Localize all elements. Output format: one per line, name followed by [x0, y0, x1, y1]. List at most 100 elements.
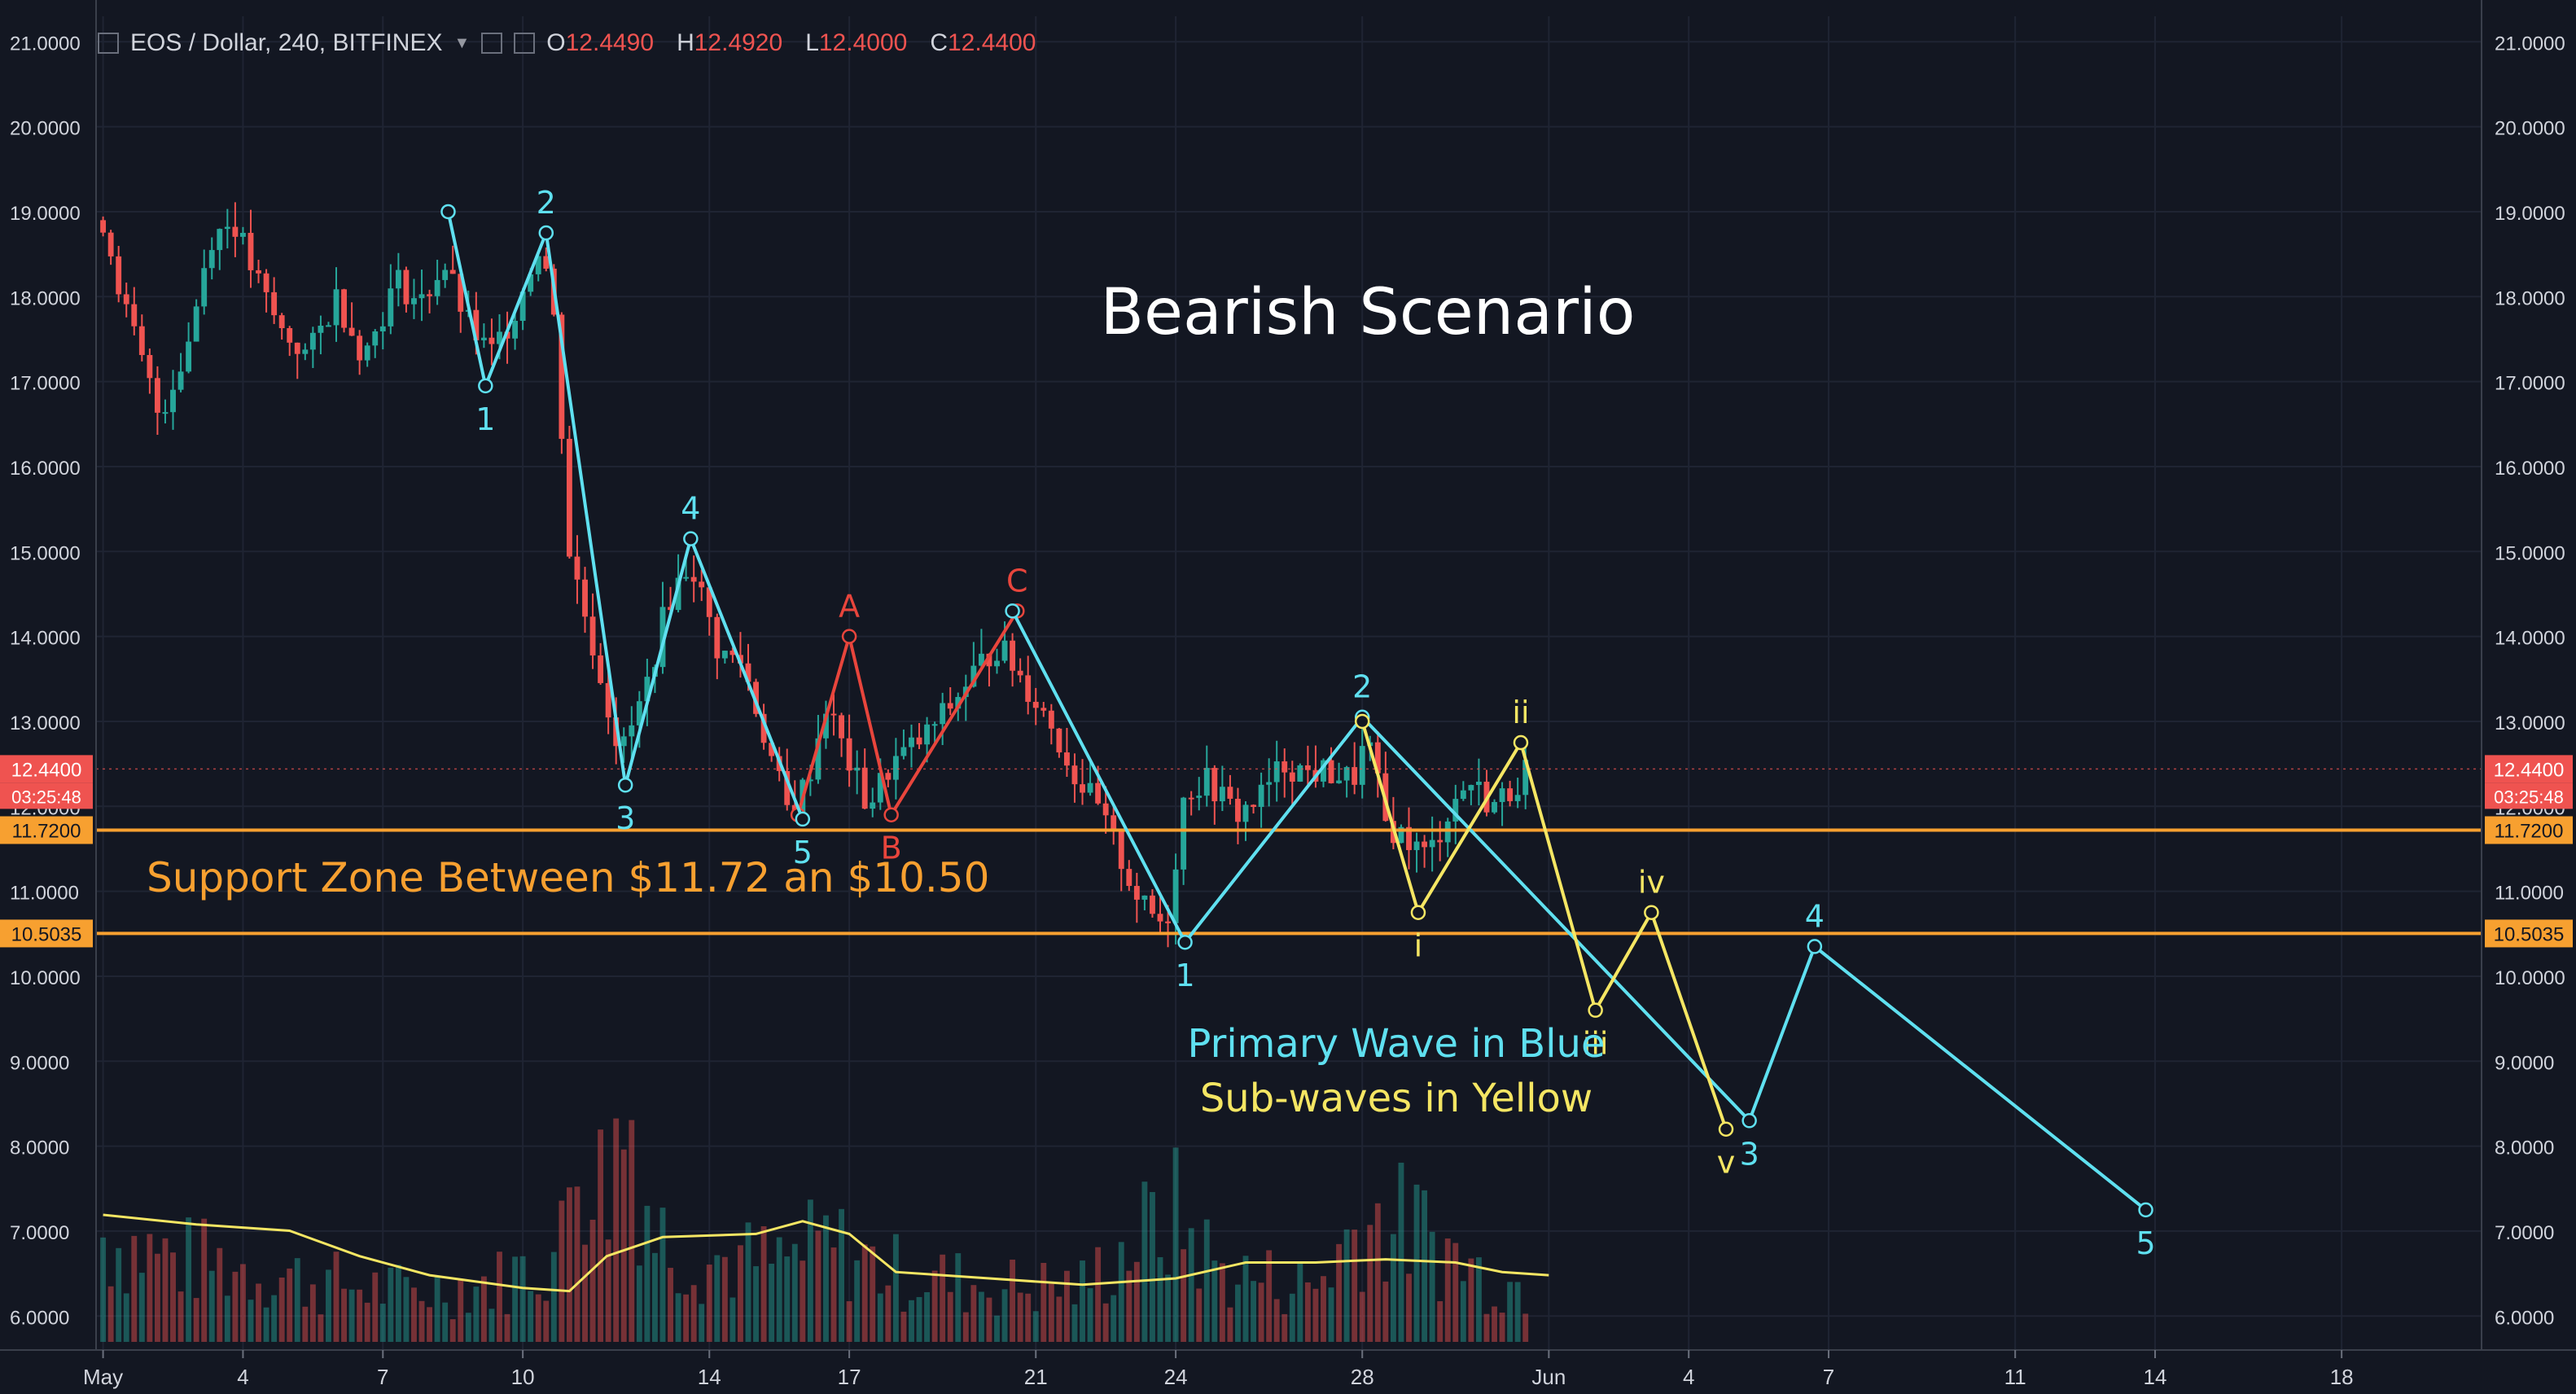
volume-bar [1032, 1311, 1039, 1342]
volume-bar [769, 1263, 775, 1342]
candle-body [123, 294, 129, 305]
correction-wave-point [841, 629, 857, 644]
expand-icon[interactable] [98, 33, 119, 54]
price-badge-label: 12.4400 [2494, 759, 2565, 781]
settings-icon[interactable] [481, 33, 503, 54]
volume-bar [294, 1258, 300, 1342]
price-badge-label: 10.5035 [11, 923, 82, 945]
volume-bar [449, 1319, 456, 1342]
candle-body [326, 325, 331, 327]
volume-bar [659, 1208, 666, 1342]
volume-bar [1367, 1225, 1373, 1342]
primary-wave-point [538, 225, 554, 241]
volume-bar [683, 1294, 690, 1342]
y-tick-label-left: 17.0000 [10, 373, 81, 395]
volume-bar [512, 1256, 519, 1342]
volume-bar [854, 1260, 861, 1342]
volume-bar [1196, 1288, 1203, 1342]
y-tick-label-right: 17.0000 [2495, 373, 2565, 395]
candle-body [418, 294, 425, 299]
candle-body [535, 256, 541, 274]
low-value: 12.4000 [818, 29, 908, 56]
volume-bar [403, 1277, 410, 1342]
candle-body [815, 738, 821, 780]
candle-body [1150, 895, 1155, 914]
candle-body [900, 747, 907, 756]
volume-bar [232, 1271, 239, 1342]
volume-bar [636, 1265, 642, 1342]
candle-body [1203, 768, 1210, 796]
candle-body [302, 349, 309, 354]
volume-bar [535, 1294, 541, 1342]
candle-body [333, 289, 340, 326]
chevron-down-icon[interactable]: ▼ [453, 33, 471, 52]
sub-wave-point [1513, 734, 1529, 751]
volume-bar [208, 1270, 215, 1342]
candle-body [1235, 798, 1241, 822]
volume-bar [1321, 1276, 1326, 1342]
primary-wave-line [1010, 610, 2147, 1212]
volume-bar [193, 1298, 199, 1342]
volume-bar [1040, 1262, 1047, 1342]
price-badge-label: 11.7200 [2495, 820, 2564, 842]
volume-bar [800, 1260, 806, 1342]
primary-wave-label: 4 [681, 491, 700, 527]
y-tick-label-right: 15.0000 [2495, 542, 2565, 564]
candle-body [1514, 795, 1521, 801]
volume-bar [668, 1268, 673, 1342]
volume-bar [1390, 1234, 1396, 1342]
volume-bar [434, 1276, 440, 1342]
candle-body [1406, 826, 1412, 851]
volume-bar [1304, 1282, 1311, 1342]
price-badge [0, 919, 93, 948]
candle-body [1056, 728, 1062, 753]
volume-bar [706, 1265, 712, 1342]
x-tick-label: 14 [2144, 1365, 2167, 1389]
candle-body [543, 256, 550, 269]
volume-bar [1056, 1296, 1062, 1342]
volume-bar [357, 1289, 363, 1342]
y-tick-label-left: 13.0000 [10, 712, 81, 734]
volume-bar [1281, 1313, 1288, 1342]
candle-body [769, 743, 775, 756]
volume-bar [1080, 1260, 1085, 1342]
volume-bar [263, 1307, 269, 1342]
volume-bar [309, 1284, 316, 1342]
volume-bar [1048, 1283, 1054, 1342]
support-zone-annotation: Support Zone Between $11.72 an $10.50 [147, 854, 989, 901]
volume-bar [364, 1302, 370, 1342]
candle-body [138, 326, 145, 356]
candle-body [449, 270, 456, 274]
volume-bar [916, 1296, 922, 1342]
volume-bar [1188, 1228, 1194, 1342]
candle-body [1118, 831, 1124, 870]
candle-body [1017, 670, 1023, 676]
volume-bar [823, 1215, 829, 1342]
candle-body [1507, 788, 1514, 801]
candle-body [488, 337, 495, 344]
primary-wave-label: 5 [793, 835, 813, 870]
y-tick-label-right: 6.0000 [2495, 1307, 2554, 1329]
price-badge [2485, 755, 2573, 783]
volume-bar [458, 1279, 464, 1342]
volume-bar [940, 1254, 946, 1342]
volume-bar [629, 1120, 635, 1342]
volume-bar [994, 1315, 1000, 1342]
volume-bar [559, 1200, 565, 1342]
hide-icon[interactable] [514, 33, 536, 54]
volume-bar [1126, 1270, 1132, 1342]
candle-body [1398, 826, 1404, 844]
volume-bar [372, 1272, 379, 1342]
volume-bar [729, 1297, 736, 1342]
y-tick-label-left: 18.0000 [10, 287, 81, 309]
primary-wave-label: 2 [537, 185, 556, 221]
volume-bar [574, 1186, 580, 1342]
symbol-label[interactable]: EOS / Dollar, 240, BITFINEX [130, 29, 443, 56]
volume-bar [1312, 1288, 1319, 1342]
candle-body [955, 696, 962, 709]
candle-body [248, 232, 254, 270]
candle-body [442, 270, 449, 280]
candle-body [162, 412, 169, 414]
volume-bar [1095, 1247, 1102, 1342]
